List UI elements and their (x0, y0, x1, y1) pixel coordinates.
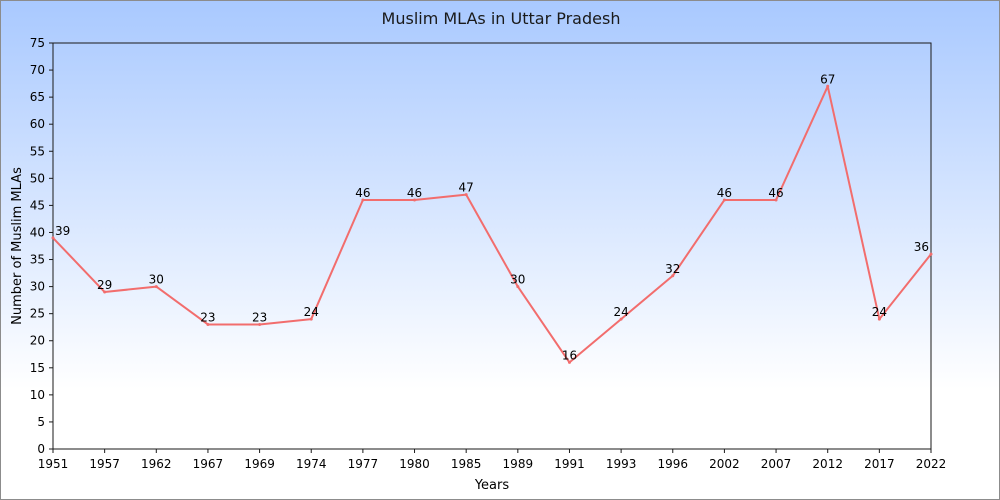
data-label: 46 (407, 186, 422, 200)
x-axis-title: Years (474, 478, 510, 493)
x-tick-label: 1974 (296, 457, 327, 471)
x-tick-label: 1951 (38, 457, 69, 471)
data-label: 47 (459, 181, 474, 195)
data-labels: 39 29 30 23 23 24 46 46 47 30 16 24 32 46 46 67 24 36 (55, 72, 929, 362)
data-point (929, 252, 933, 256)
data-label: 32 (665, 262, 680, 276)
data-label: 29 (97, 278, 112, 292)
x-tick-label: 1985 (451, 457, 482, 471)
x-tick-label: 1991 (554, 457, 585, 471)
data-label: 36 (914, 240, 929, 254)
x-tick-label: 1993 (606, 457, 637, 471)
x-tick-label: 1980 (399, 457, 430, 471)
data-point (619, 317, 623, 321)
y-axis: 0 5 10 15 20 25 30 35 40 45 50 55 60 65 70 75 (30, 36, 53, 456)
y-tick-label: 20 (30, 334, 45, 348)
data-point (103, 290, 107, 294)
data-label: 46 (355, 186, 370, 200)
series-line (52, 85, 932, 364)
data-point (567, 360, 571, 364)
data-point (154, 285, 158, 289)
data-label: 23 (200, 310, 215, 324)
data-point (361, 198, 365, 202)
y-tick-label: 30 (30, 280, 45, 294)
data-point (774, 198, 778, 202)
data-label: 30 (510, 273, 525, 287)
x-tick-label: 2017 (864, 457, 895, 471)
data-point (826, 84, 830, 88)
data-point (258, 322, 262, 326)
y-tick-label: 0 (37, 442, 45, 456)
data-label: 39 (55, 224, 70, 238)
y-tick-label: 45 (30, 198, 45, 212)
x-tick-label: 1962 (141, 457, 172, 471)
x-tick-label: 1967 (193, 457, 224, 471)
x-tick-label: 1969 (244, 457, 275, 471)
y-tick-label: 40 (30, 225, 45, 239)
y-tick-label: 55 (30, 144, 45, 158)
data-point (309, 317, 313, 321)
data-point (516, 285, 520, 289)
chart-title: Muslim MLAs in Uttar Pradesh (382, 9, 621, 28)
x-tick-label: 2007 (761, 457, 792, 471)
x-tick-label: 2022 (916, 457, 947, 471)
y-tick-label: 50 (30, 171, 45, 185)
x-tick-label: 1957 (89, 457, 120, 471)
y-tick-label: 60 (30, 117, 45, 131)
y-tick-label: 15 (30, 361, 45, 375)
data-label: 24 (304, 305, 319, 319)
data-label: 24 (613, 305, 628, 319)
data-point (51, 236, 55, 240)
data-point (413, 198, 417, 202)
data-label: 46 (717, 186, 732, 200)
plot-area (52, 42, 932, 450)
y-tick-label: 10 (30, 388, 45, 402)
x-tick-label: 1989 (503, 457, 534, 471)
data-label: 24 (872, 305, 887, 319)
y-axis-title: Number of Muslim MLAs (10, 167, 25, 325)
x-tick-label: 2012 (812, 457, 843, 471)
data-point (877, 317, 881, 321)
data-point (722, 198, 726, 202)
data-point (206, 322, 210, 326)
y-tick-label: 35 (30, 253, 45, 267)
y-tick-label: 65 (30, 90, 45, 104)
data-point (464, 193, 468, 197)
data-label: 30 (149, 273, 164, 287)
x-axis: 1951 1957 1962 1967 1969 1974 1977 1980 1985 1989… (38, 449, 947, 471)
x-tick-label: 1996 (657, 457, 688, 471)
data-label: 16 (562, 348, 577, 362)
y-tick-label: 5 (37, 415, 45, 429)
data-label: 23 (252, 310, 267, 324)
x-tick-label: 2002 (709, 457, 740, 471)
data-label: 46 (768, 186, 783, 200)
data-point (671, 274, 675, 278)
x-tick-label: 1977 (348, 457, 379, 471)
series-layer (51, 84, 933, 364)
y-tick-label: 25 (30, 307, 45, 321)
data-label: 67 (820, 72, 835, 86)
y-tick-label: 75 (30, 36, 45, 50)
y-tick-label: 70 (30, 63, 45, 77)
